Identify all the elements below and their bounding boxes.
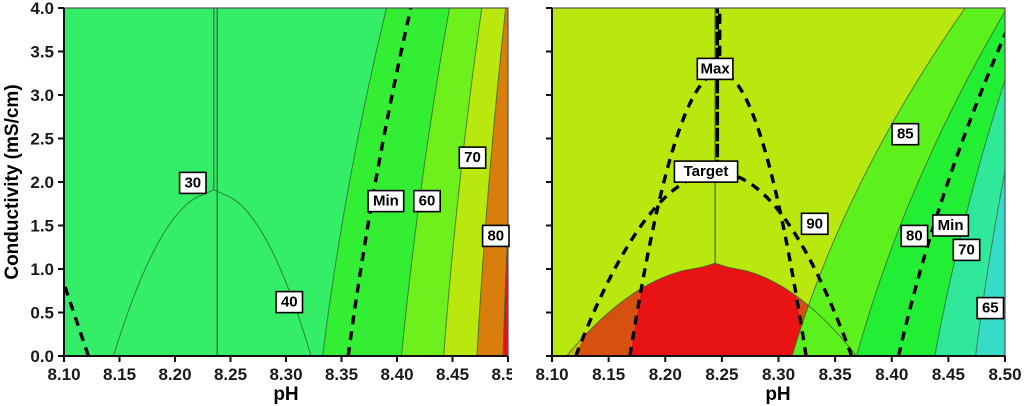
contour-label: Min [931,214,970,237]
contour-line [322,8,388,356]
left-plot-svg: 8.10 8.15 8.20 8.25 8.30 8.35 8.40 8.45 8.50 0.0 0… [2,0,512,405]
y-tick-label: 1.5 [30,217,54,236]
contour-label-text: Target [684,163,729,180]
contour-band [64,8,218,356]
contour-label: Target [673,160,739,183]
contour-label-text: 65 [982,300,999,317]
y-tick-label: 2.0 [30,173,54,192]
contour-label: 40 [275,290,304,314]
contour-label-text: 80 [906,227,923,244]
dashed-contour-min [896,30,1005,356]
contour-label-text: 70 [958,241,975,258]
x-tick-label: 8.20 [158,365,191,384]
contour-panel-right: 8.10 8.15 8.20 8.25 8.30 8.35 8.40 8.45 8.50 Max… [512,0,1024,406]
contour-line [400,8,450,356]
x-tick-label: 8.25 [214,365,247,384]
contour-line [512,8,532,356]
left-contour-bands [64,8,508,356]
contour-label: 85 [891,122,920,146]
x-tick-label: 8.35 [325,365,358,384]
contour-label: 90 [800,212,829,236]
x-tick-label: 8.50 [988,365,1021,384]
x-tick-label: 8.20 [649,365,682,384]
x-tick-label: 8.45 [932,365,965,384]
contour-label-text: Max [701,60,731,77]
x-tick-label: 8.50 [491,365,512,384]
x-tick-label: 8.10 [535,365,568,384]
x-tick-label: 8.10 [47,365,80,384]
y-tick-label: 3.5 [30,43,54,62]
contour-label-text: 80 [487,227,504,244]
contour-label-text: 85 [897,126,914,143]
contour-label-text: 90 [806,215,823,232]
contour-band [715,8,966,356]
contour-band [217,8,387,356]
contour-band [934,79,1005,356]
contour-band [552,8,716,356]
contour-line [476,8,507,356]
contour-band [401,8,482,356]
contour-line [791,8,966,356]
contour-band [443,8,506,356]
contour-band [476,8,508,356]
contour-band [856,11,1005,356]
contour-label-text: 70 [464,149,481,166]
contour-label: 30 [178,171,207,195]
dashed-contour-min [346,8,413,356]
y-tick-label: 4.0 [30,0,54,18]
x-tick-label: 8.15 [103,365,136,384]
contour-label-text: 40 [281,294,298,311]
contour-line [934,78,1005,356]
x-tick-label: 8.15 [592,365,625,384]
left-y-axis-title: Conductivity (mS/cm) [2,84,23,279]
contour-line [502,212,508,356]
left-contour-lines [113,8,508,356]
contour-band [898,34,1005,356]
contour-label-text: Min [938,217,964,234]
contour-label: 80 [900,224,929,248]
x-tick-label: 8.30 [269,365,302,384]
x-tick-label: 8.45 [436,365,469,384]
y-tick-label: 0.5 [30,304,54,323]
y-tick-label: 1.0 [30,260,54,279]
y-tick-label: 3.0 [30,86,54,105]
contour-label: 70 [952,238,981,262]
contour-line [856,10,1005,356]
right-plot-svg: 8.10 8.15 8.20 8.25 8.30 8.35 8.40 8.45 8.50 Max… [512,7,1022,405]
contour-label-text: Min [373,193,399,210]
contour-label: Max [696,57,734,81]
right-contour-labels: Max Target 85 90 80 Min 70 65 [673,57,1005,320]
contour-panel-left: 8.10 8.15 8.20 8.25 8.30 8.35 8.40 8.45 8.50 0.0 0… [2,0,512,405]
y-tick-label: 2.5 [30,130,54,149]
contour-label: 70 [458,146,487,169]
contour-label-text: 60 [419,193,436,210]
contour-label-text: 30 [184,174,201,191]
left-dashed-contours [64,8,413,356]
x-tick-label: 8.35 [819,365,852,384]
x-tick-label: 8.25 [705,365,738,384]
contour-label: Min [367,189,405,213]
right-axes: 8.10 8.15 8.20 8.25 8.30 8.35 8.40 8.45 8.50 [535,7,1022,384]
y-tick-label: 0.0 [30,347,54,366]
contour-label: 80 [481,224,510,248]
contour-line [443,8,483,356]
right-x-axis-title: pH [765,384,790,405]
x-tick-label: 8.40 [380,365,413,384]
left-contour-labels: 30 40 Min 60 70 80 [178,146,510,314]
contour-band [348,8,450,356]
contour-band [792,8,1005,356]
x-tick-label: 8.40 [875,365,908,384]
left-x-axis-title: pH [273,384,298,405]
left-axes: 8.10 8.15 8.20 8.25 8.30 8.35 8.40 8.45 8.50 0.0 0… [30,0,512,384]
contour-label: 60 [412,189,441,213]
contour-band [322,8,411,356]
contour-label: 65 [976,296,1005,320]
x-tick-label: 8.30 [762,365,795,384]
contour-band [512,8,532,356]
